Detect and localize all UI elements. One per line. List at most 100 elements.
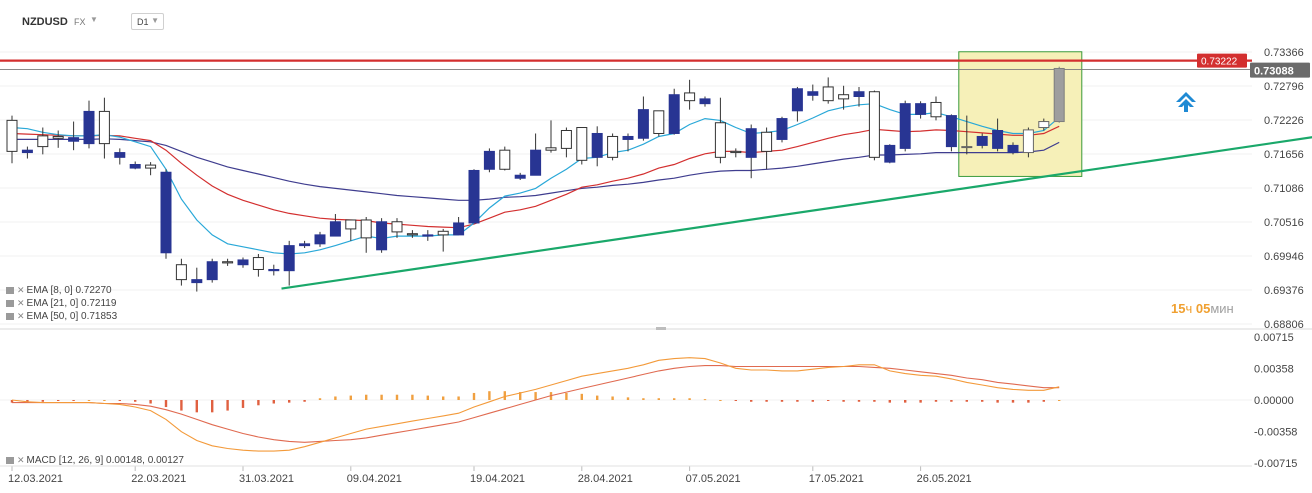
chevron-down-icon[interactable]: ▼ (90, 15, 98, 24)
candle (560, 129, 572, 149)
macd-histogram-bar (873, 400, 876, 402)
macd-tick-label: 0.00000 (1254, 395, 1294, 407)
macd-histogram-bar (226, 400, 229, 411)
chevron-down-icon: ▼ (151, 16, 159, 25)
candle (514, 174, 526, 179)
legend-ema50[interactable]: ✕ EMA [50, 0] 0.71853 (6, 311, 117, 322)
date-tick-label: 17.05.2021 (809, 473, 864, 485)
macd-line (11, 357, 1060, 452)
resistance-price-text: 0.73222 (1201, 57, 1238, 68)
macd-histogram-bar (719, 400, 722, 401)
price-tick-label: 0.69376 (1264, 285, 1304, 297)
macd-histogram-bar (580, 393, 583, 400)
candle (976, 135, 988, 146)
macd-histogram-bar (241, 400, 245, 408)
candle (299, 243, 311, 247)
settings-icon[interactable] (6, 456, 14, 464)
candle (1053, 67, 1065, 123)
macd-histogram-bar (626, 397, 630, 400)
macd-histogram-bar (996, 400, 999, 403)
settings-icon[interactable] (6, 312, 14, 320)
macd-histogram-bar (950, 400, 953, 402)
symbol-label[interactable]: NZDUSD (22, 16, 68, 28)
close-icon[interactable]: ✕ (17, 311, 25, 321)
settings-icon[interactable] (6, 299, 14, 307)
macd-histogram-bar (457, 396, 460, 400)
candle (222, 261, 234, 264)
candle (252, 257, 264, 270)
candle (899, 103, 911, 149)
macd-histogram-bar (57, 400, 60, 401)
close-icon[interactable]: ✕ (17, 285, 25, 295)
date-tick-label: 07.05.2021 (686, 473, 741, 485)
close-icon[interactable]: ✕ (17, 455, 25, 465)
macd-tick-label: 0.00358 (1254, 363, 1294, 375)
macd-histogram-bar (303, 400, 306, 402)
candle (992, 129, 1004, 149)
candle (483, 150, 495, 170)
candle (437, 230, 449, 236)
price-tick-label: 0.69946 (1264, 251, 1304, 263)
macd-histogram-bar (981, 400, 984, 402)
timer-minutes: 05 (1195, 301, 1211, 316)
macd-histogram-bar (288, 400, 291, 403)
price-tick-label: 0.72226 (1264, 115, 1304, 127)
candle (699, 98, 711, 105)
macd-histogram-bar (596, 395, 599, 400)
candle (791, 88, 803, 112)
candle (884, 144, 896, 163)
macd-signal-line (12, 365, 1060, 443)
candle (576, 127, 588, 161)
candle (6, 119, 18, 152)
candle (406, 233, 418, 236)
top-bar: NZDUSD FX ▼ D1 ▼ (0, 0, 1312, 36)
macd-histogram-bar (118, 400, 121, 401)
macd-histogram-bar (1058, 400, 1061, 401)
date-tick-label: 31.03.2021 (239, 473, 294, 485)
legend-ema21-text: EMA [21, 0] 0.72119 (26, 298, 117, 309)
candle (468, 169, 480, 224)
candle (499, 149, 511, 170)
macd-histogram-bar (750, 400, 753, 402)
macd-histogram-bar (180, 400, 183, 411)
candle (853, 91, 865, 97)
macd-histogram-bar (72, 400, 75, 401)
legend-ema8[interactable]: ✕ EMA [8, 0] 0.72270 (6, 285, 112, 296)
candle-timer: 15ч 05мин (1171, 301, 1234, 316)
arrow-up-icon (1176, 92, 1196, 112)
candle (83, 110, 95, 145)
settings-icon[interactable] (6, 286, 14, 294)
price-tick-label: 0.71656 (1264, 149, 1304, 161)
macd-histogram-bar (611, 396, 614, 400)
macd-histogram-bar (257, 400, 260, 406)
legend-ema8-text: EMA [8, 0] 0.72270 (26, 285, 112, 296)
price-tick-label: 0.71086 (1264, 183, 1304, 195)
macd-histogram-bar (41, 400, 44, 402)
candle (961, 146, 973, 149)
macd-histogram-bar (472, 392, 476, 400)
macd-histogram-bar (857, 400, 861, 402)
candle (822, 86, 834, 102)
ema21-line (11, 125, 1060, 229)
macd-histogram-bar (334, 396, 337, 400)
trend-line (281, 136, 1312, 290)
candle (1022, 129, 1034, 154)
macd-histogram-bar (195, 400, 198, 413)
candle (376, 221, 388, 251)
macd-histogram-bar (780, 400, 784, 402)
date-tick-label: 26.05.2021 (917, 473, 972, 485)
candle (52, 135, 64, 139)
price-tick-label: 0.72796 (1264, 81, 1304, 93)
timer-minutes-unit: мин (1210, 301, 1234, 316)
macd-histogram-bar (503, 391, 506, 400)
macd-histogram-bar (134, 400, 137, 402)
macd-histogram-bar (103, 400, 106, 401)
legend-ema21[interactable]: ✕ EMA [21, 0] 0.72119 (6, 298, 116, 309)
legend-macd[interactable]: ✕ MACD [12, 26, 9] 0.00148, 0.00127 (6, 455, 184, 466)
close-icon[interactable]: ✕ (17, 298, 25, 308)
candle (160, 171, 172, 254)
timeframe-select[interactable]: D1 ▼ (131, 13, 164, 30)
macd-histogram-bar (442, 396, 445, 400)
macd-histogram-bar (488, 391, 491, 400)
